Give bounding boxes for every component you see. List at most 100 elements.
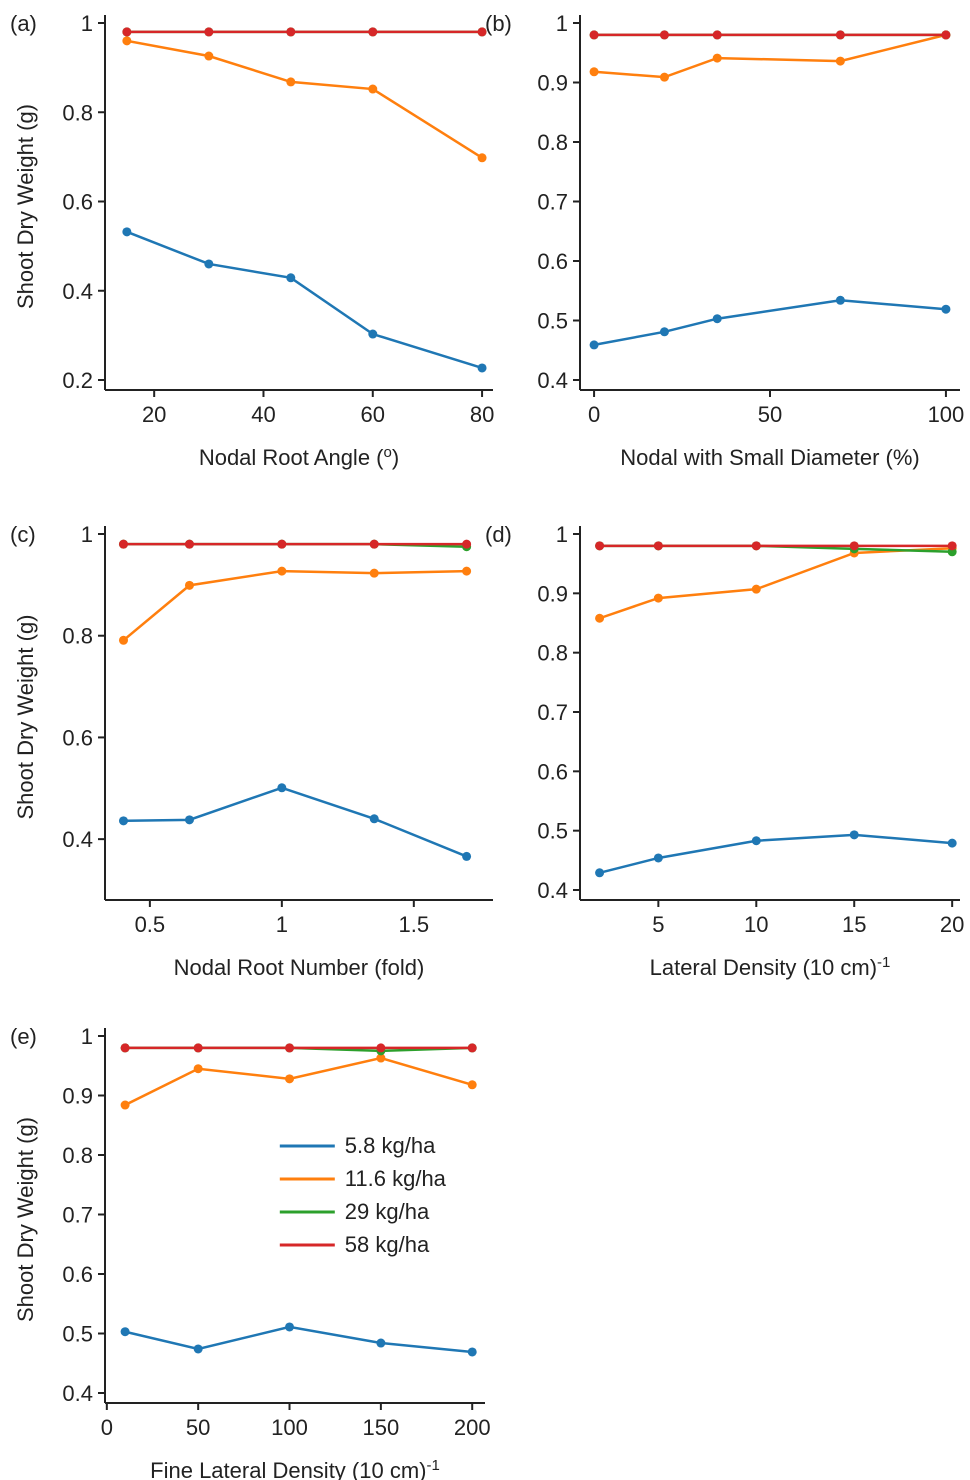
data-point: [477, 153, 487, 163]
x-tick-label: 50: [186, 1415, 210, 1440]
x-axis-label-part: Lateral Density (10 cm): [650, 955, 877, 980]
data-point: [462, 851, 472, 861]
series-line: [122, 569, 467, 642]
data-point: [285, 1322, 295, 1332]
panel: (b) 0.4 0.5 0.6 0.7 0.8 0.9 1 0 50 100 Nodal with S…: [485, 11, 964, 470]
data-point: [712, 314, 722, 324]
x-tick-label: 5: [652, 912, 664, 937]
data-point: [835, 30, 845, 40]
y-tick-label: 0.8: [62, 624, 93, 649]
y-tick-label: 0.7: [62, 1203, 93, 1228]
y-tick-label: 0.7: [537, 190, 568, 215]
data-point: [184, 539, 194, 549]
data-point: [595, 613, 605, 623]
y-tick-label: 0.7: [537, 700, 568, 725]
x-tick-label: 100: [928, 402, 965, 427]
data-point: [193, 1043, 203, 1053]
data-point: [286, 27, 296, 37]
x-tick-label: 100: [271, 1415, 308, 1440]
data-point: [204, 259, 214, 269]
x-axis-label: Fine Lateral Density (10 cm)-1: [150, 1457, 440, 1480]
y-axis-label: Shoot Dry Weight (g): [13, 1117, 38, 1322]
data-point: [118, 635, 128, 645]
y-tick-label: 1: [81, 522, 93, 547]
y-tick-label: 1: [81, 11, 93, 36]
y-tick-label: 0.8: [537, 130, 568, 155]
data-point: [751, 584, 761, 594]
y-tick-label: 0.6: [62, 725, 93, 750]
x-axis-label-part: o: [384, 444, 392, 461]
x-tick-label: 0: [588, 402, 600, 427]
data-point: [653, 853, 663, 863]
data-point: [849, 541, 859, 551]
x-axis-label: Lateral Density (10 cm)-1: [650, 954, 891, 981]
data-point: [184, 815, 194, 825]
data-point: [368, 27, 378, 37]
data-point: [462, 566, 472, 576]
y-tick-label: 0.5: [537, 309, 568, 334]
panel: (a) 0.2 0.4 0.6 0.8 1 20 40 60 80 Nodal Root Angle…: [10, 11, 494, 470]
data-point: [204, 27, 214, 37]
data-point: [369, 814, 379, 824]
data-point: [589, 30, 599, 40]
y-tick-label: 0.6: [62, 190, 93, 215]
x-axis-label: Nodal Root Number (fold): [174, 955, 425, 980]
y-tick-label: 0.9: [537, 581, 568, 606]
y-tick-label: 0.4: [537, 368, 568, 393]
y-tick-label: 0.9: [537, 71, 568, 96]
x-tick-label: 1.5: [399, 912, 430, 937]
data-point: [712, 53, 722, 63]
data-point: [120, 1100, 130, 1110]
panel-label: (e): [10, 1024, 37, 1049]
data-point: [941, 304, 951, 314]
y-axis-label: Shoot Dry Weight (g): [13, 614, 38, 819]
data-point: [653, 541, 663, 551]
panel-label: (a): [10, 11, 37, 36]
data-point: [368, 329, 378, 339]
x-axis-label: Nodal with Small Diameter (%): [620, 445, 920, 470]
series-line: [126, 230, 483, 370]
data-point: [376, 1053, 386, 1063]
x-axis-label-part: Nodal Root Angle (: [199, 445, 384, 470]
x-axis-label-part: -1: [426, 1457, 439, 1474]
y-tick-label: 0.9: [62, 1084, 93, 1109]
y-tick-label: 0.4: [537, 878, 568, 903]
panel-label: (c): [10, 522, 36, 547]
panel-label: (d): [485, 522, 512, 547]
data-point: [659, 30, 669, 40]
x-axis-label-part: Fine Lateral Density (10 cm): [150, 1458, 426, 1480]
y-tick-label: 0.8: [62, 100, 93, 125]
data-point: [659, 72, 669, 82]
y-tick-label: 0.2: [62, 368, 93, 393]
y-tick-label: 1: [81, 1024, 93, 1049]
data-point: [204, 51, 214, 61]
x-tick-label: 1: [276, 912, 288, 937]
data-point: [947, 838, 957, 848]
data-point: [286, 273, 296, 283]
x-tick-label: 0.5: [135, 912, 166, 937]
data-point: [122, 227, 132, 237]
x-tick-label: 50: [758, 402, 782, 427]
x-tick-label: 20: [142, 402, 166, 427]
x-tick-label: 60: [361, 402, 385, 427]
data-point: [118, 816, 128, 826]
y-tick-label: 1: [556, 11, 568, 36]
y-tick-label: 0.5: [537, 819, 568, 844]
x-tick-label: 150: [363, 1415, 400, 1440]
series-line: [124, 1056, 473, 1107]
data-point: [477, 363, 487, 373]
data-point: [712, 30, 722, 40]
data-point: [277, 783, 287, 793]
data-point: [193, 1064, 203, 1074]
data-point: [653, 593, 663, 603]
data-point: [193, 1344, 203, 1354]
y-tick-label: 0.6: [537, 759, 568, 784]
y-tick-label: 1: [556, 522, 568, 547]
series-line: [124, 1325, 473, 1354]
data-point: [835, 56, 845, 66]
data-point: [835, 295, 845, 305]
x-tick-label: 0: [101, 1415, 113, 1440]
data-point: [120, 1043, 130, 1053]
data-point: [751, 836, 761, 846]
